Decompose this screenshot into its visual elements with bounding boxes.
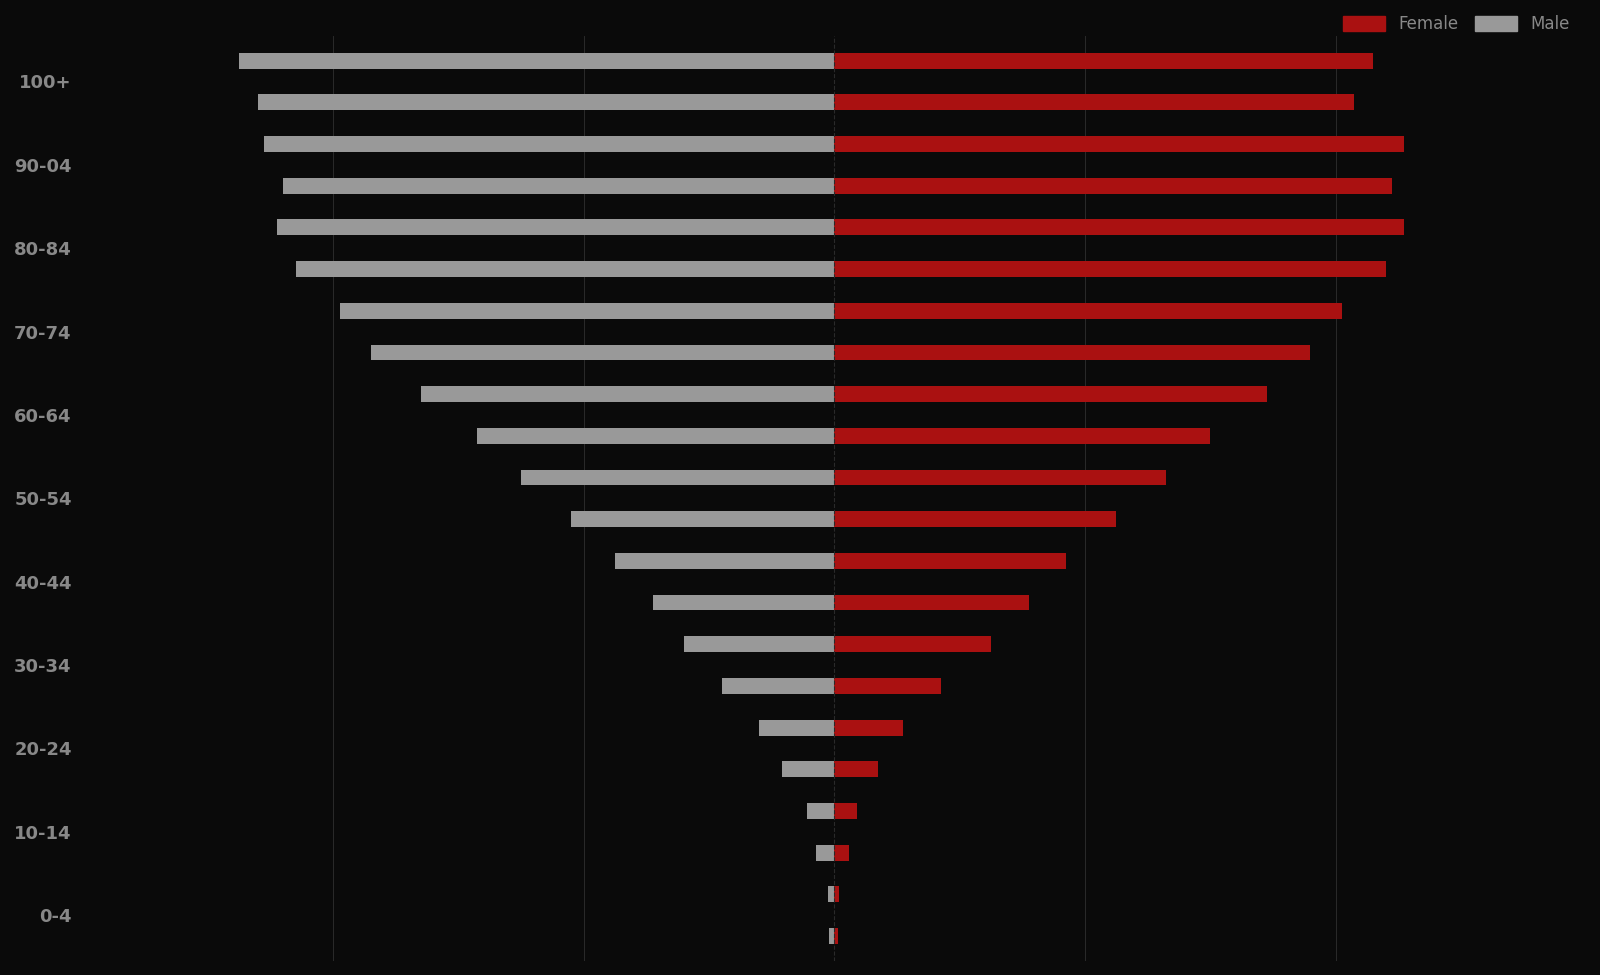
- Bar: [339, 303, 835, 319]
- Legend: Female, Male: Female, Male: [1334, 7, 1578, 42]
- Bar: [722, 678, 835, 694]
- Bar: [835, 678, 941, 694]
- Bar: [835, 761, 878, 777]
- Bar: [835, 344, 1310, 361]
- Bar: [835, 928, 838, 944]
- Bar: [283, 177, 835, 194]
- Bar: [835, 219, 1405, 235]
- Bar: [835, 95, 1354, 110]
- Bar: [653, 595, 835, 610]
- Bar: [829, 886, 835, 902]
- Bar: [614, 553, 835, 568]
- Bar: [835, 386, 1267, 402]
- Bar: [835, 303, 1342, 319]
- Bar: [258, 95, 835, 110]
- Bar: [835, 595, 1029, 610]
- Bar: [816, 844, 835, 861]
- Bar: [240, 53, 835, 68]
- Bar: [571, 511, 835, 527]
- Bar: [264, 136, 835, 152]
- Bar: [835, 261, 1386, 277]
- Bar: [835, 637, 990, 652]
- Bar: [835, 428, 1210, 444]
- Bar: [421, 386, 835, 402]
- Bar: [835, 886, 840, 902]
- Bar: [522, 470, 835, 486]
- Bar: [477, 428, 835, 444]
- Bar: [296, 261, 835, 277]
- Bar: [806, 803, 835, 819]
- Bar: [829, 928, 835, 944]
- Bar: [835, 553, 1066, 568]
- Bar: [835, 470, 1166, 486]
- Bar: [685, 637, 835, 652]
- Bar: [835, 511, 1117, 527]
- Bar: [371, 344, 835, 361]
- Bar: [835, 803, 858, 819]
- Bar: [760, 720, 835, 735]
- Bar: [782, 761, 835, 777]
- Bar: [835, 136, 1405, 152]
- Bar: [835, 177, 1392, 194]
- Bar: [835, 720, 904, 735]
- Bar: [277, 219, 835, 235]
- Bar: [835, 53, 1373, 68]
- Bar: [835, 844, 850, 861]
